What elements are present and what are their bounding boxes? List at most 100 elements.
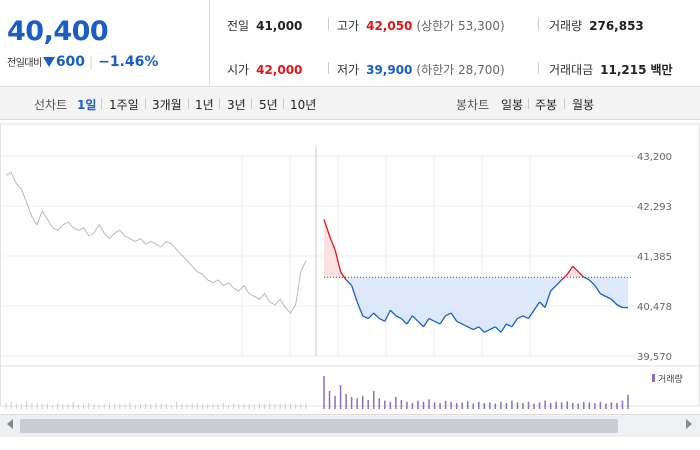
series-today-segment	[610, 298, 618, 306]
series-today-segment	[411, 315, 419, 322]
series-today-segment	[467, 326, 474, 331]
stat-value: 42,000	[256, 63, 303, 77]
series-today-segment	[572, 265, 579, 273]
stats-panel: 전일 41,000 고가 42,050 (상한가 53,300) 거래량 276,853…	[210, 0, 700, 87]
y-tick-label: 42,293	[637, 202, 672, 213]
series-today-segment	[489, 326, 496, 331]
series-today-segment	[428, 317, 435, 322]
series-today-segment	[356, 301, 364, 317]
y-tick-label: 43,200	[637, 152, 672, 163]
stat-volume: 거래량 276,853	[549, 17, 644, 34]
series-today-segment	[456, 320, 463, 325]
stat-divider	[538, 18, 539, 30]
stat-label: 거래량	[549, 19, 583, 33]
series-today-segment	[323, 219, 331, 237]
y-tick-label: 40,478	[637, 302, 672, 313]
scroll-left-icon[interactable]	[7, 419, 13, 429]
series-today-segment	[517, 315, 524, 320]
candle-daily[interactable]: 일봉	[501, 98, 524, 112]
series-today-segment	[340, 271, 347, 281]
series-today-segment	[511, 318, 518, 328]
series-today-segment	[373, 312, 380, 319]
price-summary: 40,400 전일대비 600 | −1.46%	[0, 0, 210, 87]
series-today-segment	[378, 317, 386, 322]
stat-unit: 백만	[650, 63, 673, 77]
candle-weekly[interactable]: 주봉	[535, 98, 558, 112]
period-3m[interactable]: 3개월	[152, 98, 182, 112]
change-label: 전일대비	[7, 58, 42, 69]
chart-frame	[0, 123, 700, 407]
stat-sub: (상한가 53,300)	[416, 19, 505, 33]
series-today-segment	[561, 273, 568, 281]
stat-sub: (하한가 28,700)	[416, 63, 505, 77]
price-chart[interactable]: 43,200 42,293 41,385 40,478 39,570 거래량	[0, 120, 700, 410]
stat-high: 고가 42,050 (상한가 53,300)	[337, 17, 505, 34]
series-today-segment	[566, 265, 574, 275]
series-today-segment	[605, 295, 612, 300]
candle-monthly[interactable]: 월봉	[572, 98, 595, 112]
down-triangle-icon	[42, 57, 55, 67]
series-today-segment	[527, 309, 535, 319]
period-1w[interactable]: 1주일	[109, 98, 139, 112]
stat-value: 41,000	[256, 19, 303, 33]
period-divider	[188, 98, 189, 109]
period-divider	[528, 98, 529, 109]
change-row: 전일대비 600 | −1.46%	[7, 54, 158, 70]
stat-prev-close: 전일 41,000	[227, 17, 302, 34]
series-today-segment	[555, 279, 563, 286]
scroll-thumb[interactable]	[20, 419, 618, 433]
scroll-right-icon[interactable]	[686, 419, 692, 429]
series-today-segment	[588, 279, 596, 286]
line-chart-label: 선차트	[34, 98, 68, 112]
volume-legend-label: 거래량	[658, 373, 683, 385]
change-percent: −1.46%	[98, 54, 159, 70]
period-5y[interactable]: 5년	[259, 98, 278, 112]
series-previous-day-line	[5, 171, 307, 314]
chart-scrollbar[interactable]	[0, 414, 700, 437]
series-today-segment	[522, 315, 529, 320]
series-today-segment	[478, 326, 485, 333]
candle-chart-label: 봉차트	[456, 98, 490, 112]
series-today-segment	[539, 301, 546, 308]
series-today-segment	[616, 304, 623, 309]
stat-value: 276,853	[589, 19, 644, 33]
series-today-segment	[600, 293, 607, 298]
period-1d[interactable]: 1일	[77, 98, 97, 112]
series-today-segment	[544, 290, 552, 308]
above-reference-area	[324, 219, 628, 278]
series-today-segment	[362, 315, 369, 320]
series-today-segment	[461, 323, 468, 328]
series-today-segment	[334, 249, 342, 272]
period-divider	[564, 98, 565, 109]
series-today-segment	[550, 285, 557, 292]
series-today-segment	[417, 320, 424, 328]
below-reference-area	[324, 277, 628, 333]
period-1y[interactable]: 1년	[195, 98, 214, 112]
series-today-segment	[500, 323, 507, 333]
series-today-segment	[445, 312, 452, 317]
period-divider	[251, 98, 252, 109]
series-today-segment	[422, 318, 430, 328]
stat-value: 11,215	[600, 63, 647, 77]
period-10y[interactable]: 10년	[290, 98, 317, 112]
stat-label: 전일	[227, 19, 250, 33]
period-selector: 선차트 1일 1주일 3개월 1년 3년 5년 10년 봉차트 일봉 주봉 월봉	[0, 87, 700, 120]
stat-divider	[328, 62, 329, 74]
series-today-segment	[384, 309, 391, 322]
change-amount: 600	[55, 54, 86, 70]
series-today-segment	[506, 323, 513, 328]
series-today-segment	[406, 315, 413, 325]
period-3y[interactable]: 3년	[227, 98, 246, 112]
series-today-segment	[472, 326, 480, 331]
y-tick-label: 39,570	[637, 352, 672, 363]
series-today-segment	[484, 328, 491, 333]
series-today-segment	[533, 301, 541, 311]
series-today-segment	[583, 276, 590, 281]
stat-low: 저가 39,900 (하한가 28,700)	[337, 61, 505, 78]
series-today-segment	[389, 309, 397, 317]
series-today-segment	[395, 315, 402, 320]
stat-divider	[328, 18, 329, 30]
period-divider	[283, 98, 284, 109]
stat-label: 시가	[227, 63, 250, 77]
series-today-segment	[345, 279, 353, 286]
